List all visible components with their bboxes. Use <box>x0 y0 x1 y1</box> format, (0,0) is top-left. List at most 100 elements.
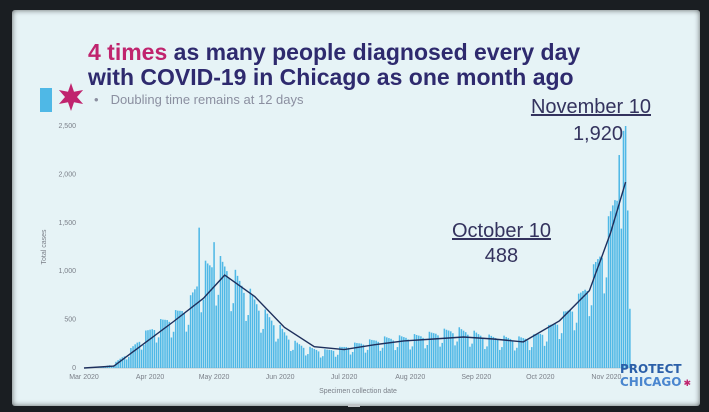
bar <box>294 340 296 368</box>
bar <box>575 322 578 368</box>
october-annotation: October 10 488 <box>452 220 551 268</box>
bar <box>486 346 488 368</box>
bar <box>236 275 239 368</box>
bar <box>520 337 522 368</box>
bar <box>119 358 122 368</box>
bar <box>618 155 620 368</box>
bar <box>411 346 414 368</box>
bar <box>121 357 124 368</box>
bar <box>496 339 499 368</box>
title-line2: with COVID-19 in Chicago as one month ag… <box>88 64 574 90</box>
bar <box>501 347 503 368</box>
bar <box>383 336 386 368</box>
bar <box>526 340 529 368</box>
bar <box>535 334 537 368</box>
bullet-point: • Doubling time remains at 12 days <box>94 92 304 107</box>
bar <box>360 343 362 368</box>
bar <box>441 342 443 368</box>
bar <box>162 319 164 368</box>
x-tick-label: Oct 2020 <box>526 374 555 381</box>
bar <box>605 277 608 368</box>
bar <box>296 342 298 368</box>
bar <box>447 330 450 368</box>
bar <box>356 343 358 368</box>
bar <box>351 351 354 368</box>
bar <box>629 308 631 368</box>
bar <box>548 324 550 368</box>
y-tick-label: 1,000 <box>58 268 76 275</box>
bar <box>362 344 365 368</box>
bar <box>260 332 262 368</box>
bar <box>132 346 134 368</box>
bar <box>275 341 277 368</box>
bullet-text: Doubling time remains at 12 days <box>110 92 304 107</box>
bar <box>251 294 254 368</box>
bar <box>516 347 518 368</box>
bar <box>418 335 420 368</box>
bar <box>479 335 482 368</box>
bar <box>354 342 356 368</box>
y-tick-label: 0 <box>72 365 76 372</box>
bar <box>511 340 514 368</box>
bar <box>577 293 580 368</box>
bar <box>626 210 629 368</box>
bar <box>183 313 185 368</box>
bar <box>313 348 316 368</box>
bar <box>232 303 235 368</box>
bar <box>407 339 409 368</box>
bar <box>573 330 576 368</box>
bar <box>409 349 412 368</box>
bar <box>358 343 360 368</box>
bar <box>136 342 139 368</box>
bar <box>209 265 211 368</box>
bar <box>330 350 333 368</box>
bar <box>469 346 471 368</box>
bar <box>565 311 567 368</box>
bar <box>379 350 382 368</box>
bar <box>398 335 401 368</box>
bar <box>298 344 301 368</box>
bar <box>531 347 533 368</box>
bar <box>400 336 403 368</box>
bar <box>554 323 557 368</box>
bar <box>373 340 375 368</box>
bar <box>125 359 128 368</box>
bar <box>160 319 162 368</box>
bar <box>452 333 454 368</box>
bar <box>145 330 147 368</box>
bar <box>443 328 446 368</box>
x-tick-label: Jun 2020 <box>266 374 295 381</box>
bar <box>213 242 215 368</box>
bar <box>377 341 380 368</box>
bar <box>249 288 252 368</box>
bar <box>264 309 267 368</box>
bar <box>215 305 217 368</box>
bar <box>426 345 429 368</box>
bar <box>345 346 348 368</box>
bar <box>467 334 469 368</box>
bar <box>336 354 339 368</box>
bar <box>343 346 345 368</box>
bar <box>230 311 232 368</box>
bar <box>603 293 606 368</box>
bar <box>322 356 324 368</box>
bar <box>375 340 377 368</box>
protect-chicago-logo: PROTECT CHICAGO ✱ <box>620 362 691 391</box>
accent-bar <box>40 88 52 112</box>
bar <box>509 338 512 368</box>
bar <box>315 349 318 368</box>
bar <box>424 348 426 368</box>
bar <box>394 350 397 368</box>
logo-line1: PROTECT <box>620 362 682 376</box>
bar <box>170 337 173 368</box>
x-tick-label: Mar 2020 <box>69 374 99 381</box>
bar <box>522 338 525 368</box>
bar <box>556 324 559 368</box>
bar <box>191 292 194 368</box>
bar <box>123 356 126 368</box>
bar <box>484 349 486 368</box>
bar <box>494 337 497 368</box>
slide-title: 4 times as many people diagnosed every d… <box>88 40 688 90</box>
x-tick-label: Aug 2020 <box>395 374 425 381</box>
november-label: November 10 <box>530 96 651 118</box>
